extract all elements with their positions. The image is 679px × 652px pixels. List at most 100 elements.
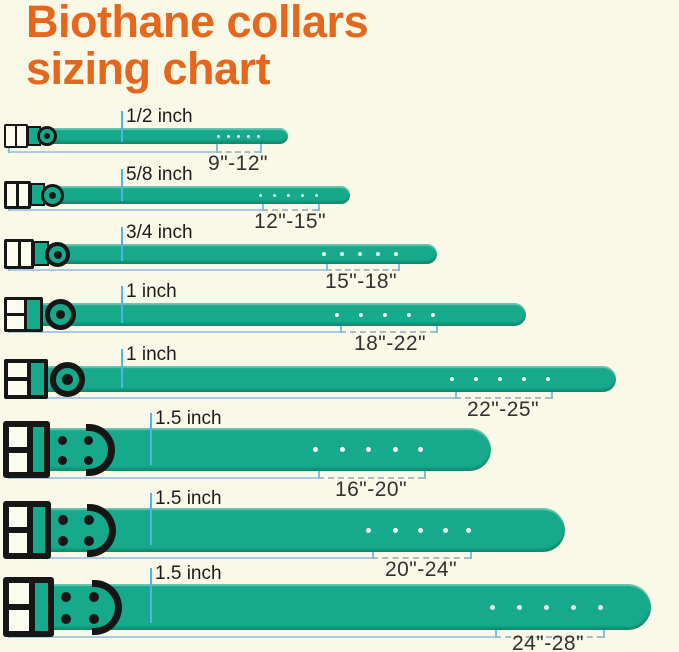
collar-hole [358,252,362,256]
buckle-frame [3,577,54,637]
measure-line-dashed [318,477,424,479]
size-range-label: 16"-20" [334,478,408,501]
measure-line-solid [8,331,340,333]
measure-line-solid [8,397,455,399]
collar-strap [5,244,437,264]
measure-tick [424,469,426,479]
collar-width-label: 3/4 inch [126,222,193,243]
collar-hole [315,194,318,197]
collar-hole [376,252,380,256]
collar-hole [522,377,526,381]
width-label-tick [121,227,123,261]
buckle-ring-pin [56,310,65,319]
collar-hole [407,313,411,317]
collar-hole [340,447,345,452]
measure-line-dashed [326,269,398,271]
collar-hole [393,447,398,452]
measure-line-solid [8,636,495,638]
collar-hole [247,135,250,138]
measure-tick [495,628,497,638]
page-title: Biothane collars sizing chart [26,0,369,94]
buckle-ring [50,362,85,397]
collar-strap [5,186,350,204]
measure-line-dashed [262,209,318,211]
width-label-tick [121,286,123,323]
width-label-tick [150,413,152,465]
collar-hole [257,135,260,138]
buckle-rivet [58,515,68,525]
size-range-label: 12"-15" [253,210,327,233]
measure-tick [260,142,262,153]
width-label-tick [150,493,152,545]
buckle-slot [9,427,27,447]
width-label-tick [121,169,123,201]
buckle-rivet [61,592,71,602]
collar-hole [273,194,276,197]
buckle-ring-pin [62,374,73,385]
buckle-ring-pin [54,251,62,259]
collar-hole [517,605,522,610]
buckle-ring [45,242,70,267]
measure-tick [216,142,218,153]
measure-tick [318,469,320,479]
buckle-tongue [33,507,45,553]
collar-hole [217,135,220,138]
collar-strap [5,128,288,144]
buckle-slot [9,507,27,527]
buckle-slot [19,184,28,206]
measure-line-solid [8,557,372,559]
collar-width-label: 1.5 inch [155,563,222,584]
measure-tick [398,262,400,271]
buckle-tongue [35,583,48,631]
buckle-rivet [61,614,71,624]
collar-hole [598,605,603,610]
buckle-slot [8,363,27,377]
measure-line-dashed [216,151,260,153]
collar-hole [227,135,230,138]
collar-width-label: 1.5 inch [155,408,222,429]
buckle-slot [17,126,26,146]
title-line1: Biothane collars [26,0,369,47]
buckle-slot [9,610,29,631]
measure-tick [436,324,438,333]
buckle-ring [37,126,57,146]
buckle-slot [6,126,15,146]
collar-hole [301,194,304,197]
buckle-slot [9,453,27,472]
collar-hole [335,313,339,317]
collar-width-label: 5/8 inch [126,164,193,185]
buckle-tongue [27,300,40,329]
d-ring [86,424,115,476]
measure-tick [372,550,374,559]
buckle-slot [21,242,31,266]
collar-width-label: 1 inch [126,344,177,365]
buckle-ring-pin [44,133,50,139]
measure-line-dashed [455,397,551,399]
collar-hole [287,194,290,197]
measure-tick [470,550,472,559]
collar-hole [450,377,454,381]
measure-line-solid [8,209,262,211]
measure-tick [262,202,264,211]
collar-hole [237,135,240,138]
collar-hole [498,377,502,381]
buckle-rivet [58,436,67,445]
size-range-label: 9"-12" [208,152,268,175]
collar-hole [474,377,478,381]
buckle-frame [4,297,43,332]
collar-hole [466,528,471,533]
collar-hole [322,252,326,256]
collar-hole [340,252,344,256]
measure-tick [603,628,605,638]
title-line2: sizing chart [26,43,271,94]
measure-tick [551,390,553,399]
size-range-label: 20"-24" [384,558,458,581]
buckle-frame [4,124,28,148]
width-label-tick [121,111,123,142]
buckle-slot [7,316,24,329]
collar-width-label: 1 inch [126,281,177,302]
measure-line-solid [8,151,216,153]
collar-hole [313,447,318,452]
width-label-tick [121,349,123,388]
